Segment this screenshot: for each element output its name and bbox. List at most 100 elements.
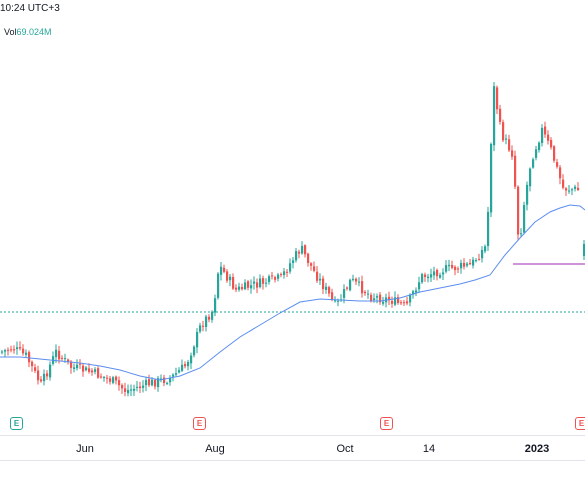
- candle-body: [163, 377, 166, 384]
- candle-body: [22, 348, 25, 354]
- candle-body: [577, 187, 580, 191]
- candle-body: [271, 275, 274, 277]
- candle-body: [418, 282, 421, 290]
- earnings-event-3[interactable]: E: [380, 417, 393, 430]
- candle-body: [310, 263, 313, 266]
- candle-body: [382, 301, 385, 304]
- candle-body: [427, 276, 430, 279]
- candle-body: [346, 287, 349, 289]
- candle-body: [253, 281, 256, 284]
- candle-body: [46, 373, 49, 377]
- candle-body: [13, 349, 16, 351]
- candle-body: [547, 134, 550, 141]
- candle-body: [313, 266, 316, 271]
- candle-body: [463, 262, 466, 267]
- candle-body: [289, 263, 292, 272]
- candle-body: [328, 287, 331, 294]
- candle-body: [160, 378, 163, 380]
- candle-body: [247, 281, 250, 288]
- candle-body: [124, 388, 127, 392]
- candle-body: [568, 190, 571, 192]
- candle-body: [184, 364, 187, 367]
- candle-body: [205, 316, 208, 327]
- candle-body: [502, 122, 505, 141]
- candle-body: [97, 368, 100, 378]
- candle-body: [1, 351, 4, 353]
- candle-body: [550, 139, 553, 148]
- candle-body: [295, 251, 298, 261]
- candle-body: [250, 285, 253, 289]
- candle-body: [103, 376, 106, 378]
- candle-body: [214, 298, 217, 313]
- x-tick-14: 14: [422, 443, 436, 455]
- candle-body: [529, 168, 532, 187]
- candle-body: [319, 278, 322, 281]
- candle-body: [37, 370, 40, 381]
- candle-body: [64, 358, 67, 360]
- candle-body: [211, 311, 214, 320]
- candle-body: [88, 368, 91, 372]
- candle-body: [16, 347, 19, 349]
- candle-body: [100, 376, 103, 378]
- candle-body: [553, 146, 556, 161]
- candle-body: [91, 370, 94, 373]
- candle-body: [397, 297, 400, 303]
- candle-body: [133, 388, 136, 391]
- candle-body: [244, 282, 247, 290]
- candle-body: [55, 349, 58, 358]
- candle-body: [76, 364, 79, 369]
- candle-body: [373, 298, 376, 301]
- volume-value: 69.024M: [16, 27, 52, 37]
- candle-body: [223, 267, 226, 272]
- candle-body: [256, 282, 259, 288]
- candle-body: [478, 258, 481, 260]
- earnings-event-4[interactable]: E: [575, 417, 585, 430]
- candle-body: [25, 352, 28, 355]
- candle-body: [196, 332, 199, 348]
- candle-body: [109, 378, 112, 382]
- candle-body: [355, 278, 358, 282]
- candle-body: [415, 290, 418, 293]
- candle-body: [562, 179, 565, 188]
- candle-body: [361, 281, 364, 294]
- candle-body: [40, 379, 43, 382]
- candle-body: [166, 382, 169, 384]
- x-axis-line: [0, 435, 585, 436]
- candle-body: [565, 188, 568, 191]
- candle-body: [457, 268, 460, 270]
- candle-body: [409, 294, 412, 303]
- candle-body: [238, 286, 241, 290]
- candle-body: [571, 189, 574, 191]
- candle-body: [112, 377, 115, 383]
- earnings-event-1[interactable]: E: [10, 417, 23, 430]
- candle-body: [241, 287, 244, 290]
- candle-body: [139, 386, 142, 389]
- candle-body: [232, 277, 235, 289]
- x-tick-jun: Jun: [76, 443, 94, 455]
- candle-body: [448, 264, 451, 267]
- candle-body: [190, 355, 193, 364]
- candle-body: [34, 367, 37, 371]
- candle-body: [175, 373, 178, 375]
- candle-body: [370, 294, 373, 301]
- candle-body: [298, 251, 301, 254]
- candle-body: [220, 266, 223, 275]
- x-tick-2023: 2023: [524, 443, 550, 455]
- candle-body: [157, 378, 160, 388]
- candle-body: [322, 278, 325, 290]
- candle-body: [82, 365, 85, 372]
- candle-body: [178, 370, 181, 373]
- x-tick-aug: Aug: [205, 443, 225, 455]
- candle-body: [436, 269, 439, 277]
- candle-body: [70, 361, 73, 368]
- candle-body: [136, 386, 139, 388]
- candle-body: [496, 87, 499, 110]
- earnings-event-2[interactable]: E: [193, 417, 206, 430]
- candle-body: [535, 149, 538, 158]
- candle-body: [343, 288, 346, 298]
- candle-body: [277, 274, 280, 279]
- candle-body: [331, 292, 334, 300]
- moving-average-line: [0, 204, 585, 381]
